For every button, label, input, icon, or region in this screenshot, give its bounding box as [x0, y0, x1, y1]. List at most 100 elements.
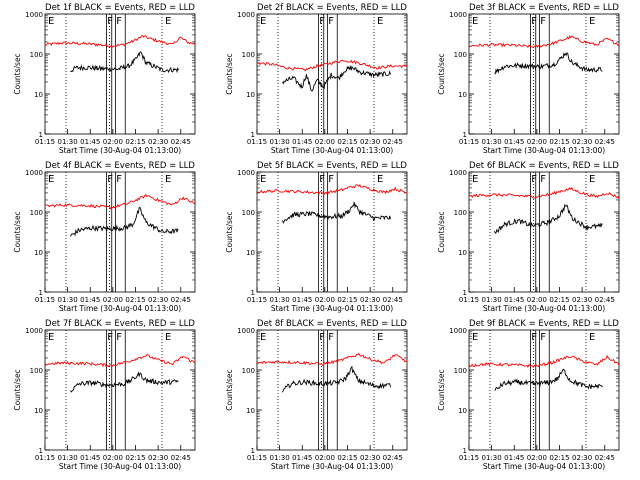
x-tick-label: 02:15 [337, 296, 357, 304]
interval-marker: E [48, 174, 54, 185]
x-tick-label: 01:45 [504, 138, 524, 146]
x-tick-label: 02:45 [595, 138, 615, 146]
x-axis-label: Start Time (30-Aug-04 01:13:00) [59, 304, 181, 313]
interval-marker: F [107, 16, 113, 27]
y-tick-label: 10 [34, 91, 43, 99]
y-axis-label: Counts/sec [13, 53, 22, 94]
interval-marker: F [116, 16, 122, 27]
plot-frame [256, 171, 408, 293]
plot-frame [468, 13, 620, 135]
y-tick-label: 1 [39, 447, 43, 455]
x-tick-label: 01:45 [80, 138, 100, 146]
series-events-line [494, 203, 603, 234]
y-tick-label: 10 [34, 249, 43, 257]
series-lld-line [256, 59, 408, 72]
panel-title: Det 6f BLACK = Events, RED = LLD [469, 161, 619, 171]
y-tick-label: 10 [34, 407, 43, 415]
x-axis-label: Start Time (30-Aug-04 01:13:00) [483, 304, 605, 313]
interval-marker: E [472, 16, 478, 27]
panel-5: Det 5f BLACK = Events, RED = LLD E F F E 1 10 1… [225, 161, 407, 313]
interval-marker: F [540, 332, 546, 343]
interval-marker: E [377, 174, 383, 185]
y-tick-label: 100 [454, 367, 467, 375]
interval-marker: E [165, 16, 171, 27]
x-tick-label: 02:45 [383, 138, 403, 146]
plot-frame [44, 171, 196, 293]
panel-title: Det 2f BLACK = Events, RED = LLD [257, 3, 407, 13]
x-tick-label: 02:15 [549, 296, 569, 304]
series-lld-line [44, 35, 196, 48]
panel-4: Det 4f BLACK = Events, RED = LLD E F F E 1 10 1… [13, 161, 195, 313]
series-events-line [70, 206, 179, 237]
interval-marker: F [531, 174, 537, 185]
x-tick-label: 02:15 [125, 454, 145, 462]
x-axis-label: Start Time (30-Aug-04 01:13:00) [59, 462, 181, 471]
x-tick-label: 02:45 [595, 296, 615, 304]
x-tick-label: 02:45 [383, 454, 403, 462]
interval-marker: E [377, 332, 383, 343]
plot-frame [44, 329, 196, 451]
x-tick-label: 02:30 [360, 296, 380, 304]
y-tick-label: 1 [251, 289, 255, 297]
y-tick-label: 1000 [25, 11, 43, 19]
panel-title: Det 5f BLACK = Events, RED = LLD [257, 161, 407, 171]
y-axis-label: Counts/sec [13, 211, 22, 252]
y-tick-label: 10 [246, 249, 255, 257]
x-tick-label: 01:15 [247, 296, 267, 304]
series-lld-line [44, 194, 196, 210]
y-tick-label: 10 [246, 91, 255, 99]
x-tick-label: 01:45 [504, 296, 524, 304]
x-tick-label: 02:00 [527, 296, 547, 304]
x-tick-label: 02:00 [527, 454, 547, 462]
interval-marker: F [328, 332, 334, 343]
y-tick-label: 100 [242, 209, 255, 217]
x-tick-label: 02:15 [125, 138, 145, 146]
y-tick-label: 1000 [237, 11, 255, 19]
x-tick-label: 02:00 [103, 454, 123, 462]
y-axis-label: Counts/sec [225, 53, 234, 94]
x-tick-label: 02:45 [171, 138, 191, 146]
series-lld-line [468, 35, 620, 49]
y-tick-label: 1 [463, 289, 467, 297]
y-tick-label: 10 [458, 249, 467, 257]
x-tick-label: 02:00 [315, 138, 335, 146]
x-tick-label: 02:30 [360, 138, 380, 146]
y-axis-label: Counts/sec [225, 211, 234, 252]
x-tick-label: 01:45 [80, 296, 100, 304]
x-tick-label: 01:30 [270, 138, 290, 146]
plot-frame [256, 13, 408, 135]
panel-9: Det 9f BLACK = Events, RED = LLD E F F E 1 10 1… [437, 319, 619, 471]
plot-frame [256, 329, 408, 451]
x-tick-label: 01:30 [482, 138, 502, 146]
series-lld-line [256, 183, 408, 195]
panel-title: Det 1f BLACK = Events, RED = LLD [45, 3, 195, 13]
x-axis-label: Start Time (30-Aug-04 01:13:00) [59, 146, 181, 155]
y-tick-label: 100 [454, 209, 467, 217]
x-tick-label: 02:00 [315, 296, 335, 304]
interval-marker: E [165, 332, 171, 343]
interval-marker: F [107, 332, 113, 343]
series-events-line [282, 365, 391, 393]
x-tick-label: 02:45 [171, 296, 191, 304]
panel-title: Det 8f BLACK = Events, RED = LLD [257, 319, 407, 329]
y-tick-label: 1000 [25, 169, 43, 177]
x-tick-label: 01:30 [58, 138, 78, 146]
interval-marker: F [540, 174, 546, 185]
y-axis-label: Counts/sec [13, 369, 22, 410]
x-tick-label: 01:30 [482, 454, 502, 462]
panel-8: Det 8f BLACK = Events, RED = LLD E F F E 1 10 1… [225, 319, 407, 471]
y-tick-label: 1 [463, 447, 467, 455]
panel-title: Det 7f BLACK = Events, RED = LLD [45, 319, 195, 329]
x-axis-label: Start Time (30-Aug-04 01:13:00) [271, 146, 393, 155]
x-tick-label: 02:30 [360, 454, 380, 462]
series-events-line [494, 368, 603, 391]
plot-frame [468, 329, 620, 451]
series-lld-line [468, 187, 620, 199]
y-tick-label: 100 [454, 51, 467, 59]
x-tick-label: 02:15 [125, 296, 145, 304]
y-axis-label: Counts/sec [437, 53, 446, 94]
y-tick-label: 1000 [237, 169, 255, 177]
interval-marker: F [531, 16, 537, 27]
x-tick-label: 02:30 [572, 454, 592, 462]
